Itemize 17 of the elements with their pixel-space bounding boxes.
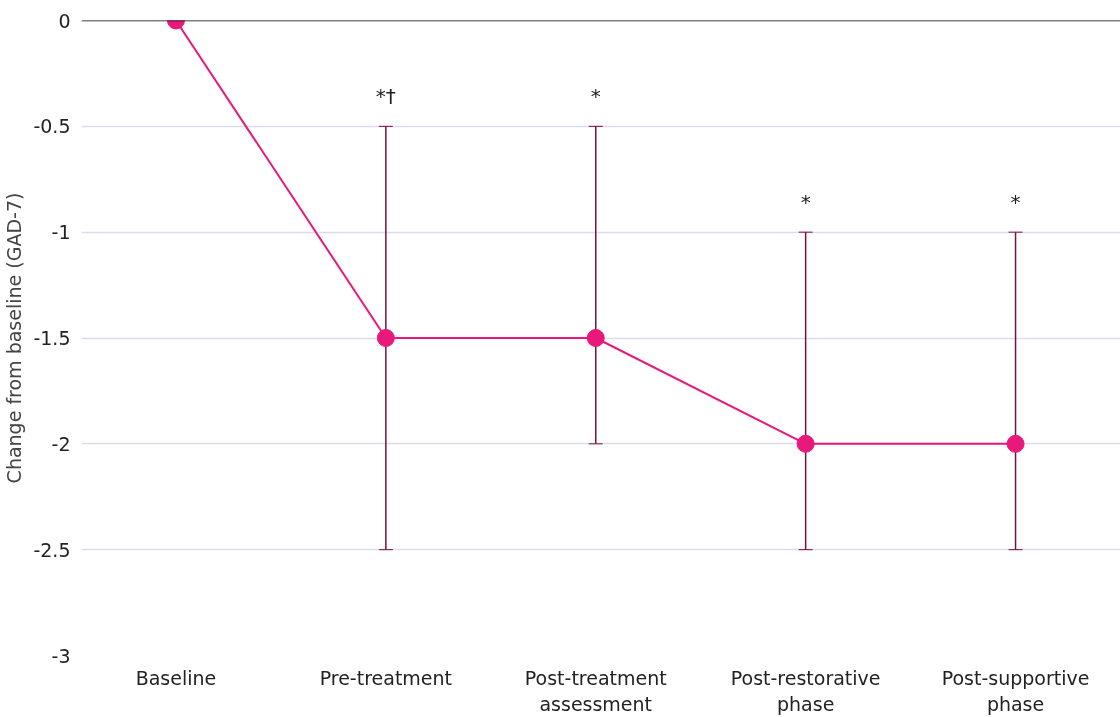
x-tick-label: Baseline	[135, 666, 217, 689]
y-tick-label: -1	[51, 221, 71, 244]
y-tick-label: -0.5	[33, 115, 71, 138]
y-tick-label: -2.5	[33, 538, 71, 561]
annotation: *	[590, 84, 601, 109]
annotation: *	[800, 190, 811, 215]
annotation: *†	[375, 84, 396, 109]
y-tick-label: -1.5	[33, 327, 71, 349]
y-tick-label: -2	[51, 432, 71, 455]
y-tick-label: -3	[51, 644, 71, 667]
x-tick-label: Post-treatment assessment	[524, 666, 667, 715]
x-tick-label: Pre-treatment	[319, 666, 453, 689]
x-tick-label: Post-restorative phase	[730, 666, 881, 715]
x-tick-label: Post-supportive phase	[941, 666, 1090, 715]
annotation: *	[1010, 190, 1021, 215]
y-tick-label: 0	[58, 9, 71, 32]
y-axis-title: Change from baseline (GAD-7)	[3, 192, 26, 484]
